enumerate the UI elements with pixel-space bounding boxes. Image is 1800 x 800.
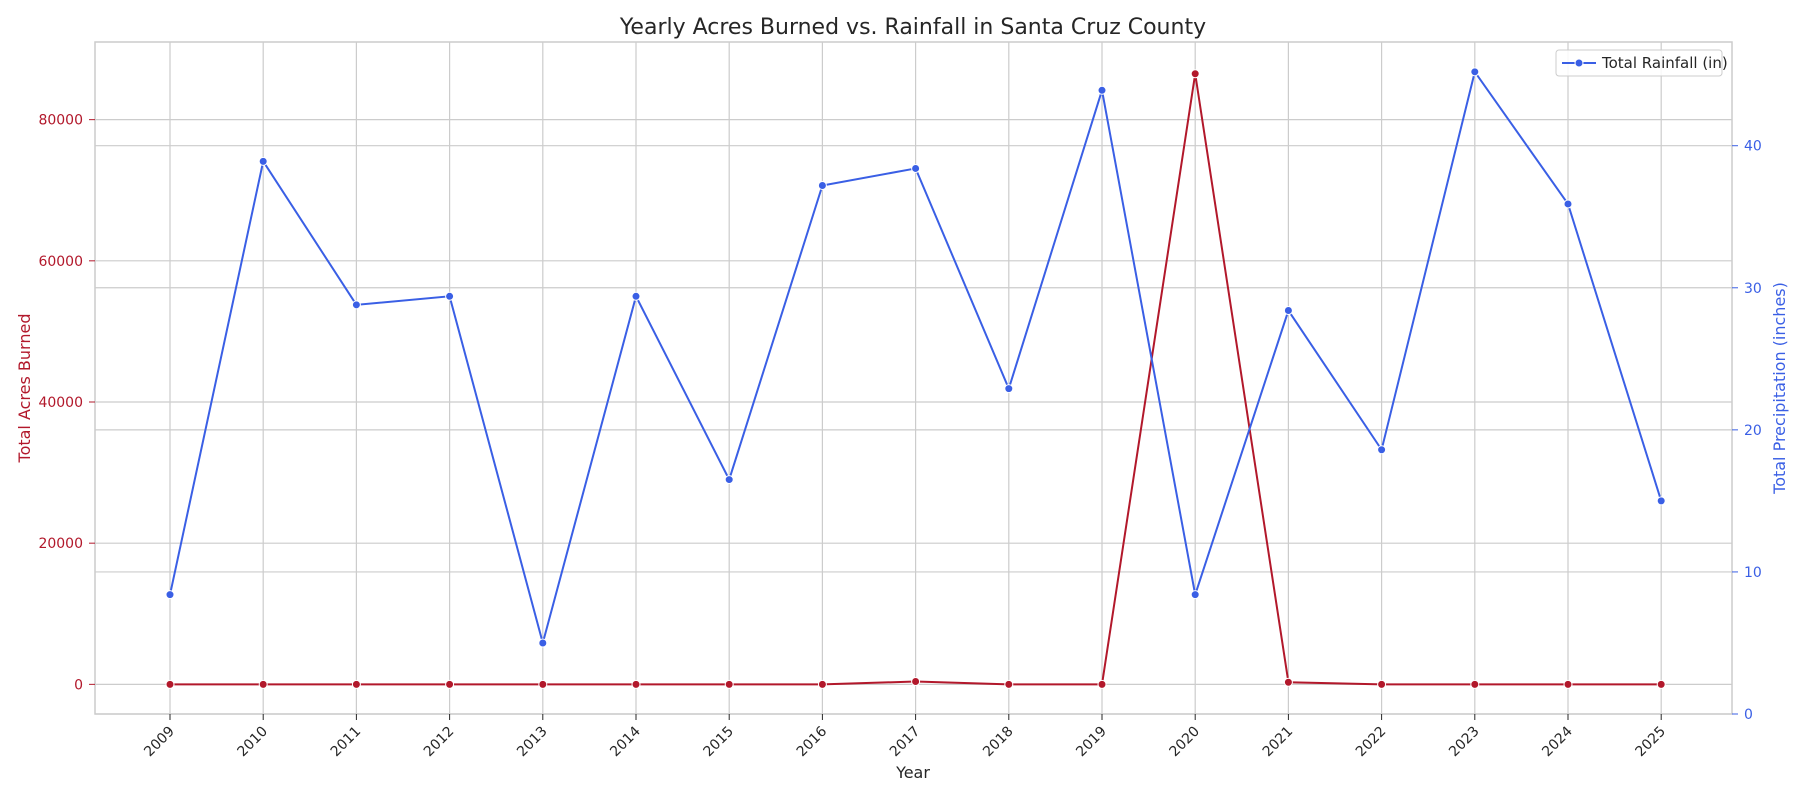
acres-burned-point [911, 677, 921, 687]
acres-burned-point [445, 679, 455, 689]
rainfall-point [631, 291, 641, 301]
left-y-tick-label: 20000 [38, 536, 83, 552]
chart-title: Yearly Acres Burned vs. Rainfall in Sant… [619, 15, 1206, 40]
x-tick-label: 2022 [1353, 724, 1390, 761]
x-tick-label: 2021 [1260, 724, 1297, 761]
x-tick-label: 2019 [1073, 724, 1110, 761]
rainfall-point [1190, 590, 1200, 600]
left-y-tick-label: 60000 [38, 254, 83, 270]
rainfall-point [351, 300, 361, 310]
acres-burned-point [538, 679, 548, 689]
acres-burned-point [1190, 69, 1200, 79]
rainfall-point [1656, 496, 1666, 506]
left-y-axis-label: Total Acres Burned [15, 314, 34, 464]
rainfall-point [911, 163, 921, 173]
x-tick-label: 2025 [1633, 724, 1670, 761]
acres-burned-point [351, 679, 361, 689]
right-y-tick-label: 0 [1744, 707, 1753, 723]
acres-burned-point [1563, 679, 1573, 689]
acres-burned-point [1470, 679, 1480, 689]
x-tick-label: 2016 [794, 723, 831, 760]
rainfall-point [1470, 67, 1480, 77]
acres-burned-point [1656, 679, 1666, 689]
left-y-tick-label: 0 [74, 677, 83, 693]
x-tick-label: 2011 [328, 724, 365, 761]
rainfall-point [165, 590, 175, 600]
rainfall-point [445, 291, 455, 301]
right-y-tick-label: 40 [1744, 139, 1762, 155]
right-y-tick-label: 30 [1744, 281, 1762, 297]
acres-burned-point [1004, 679, 1014, 689]
left-y-tick-label: 80000 [38, 113, 83, 129]
rainfall-point [1563, 199, 1573, 209]
rainfall-point [258, 156, 268, 166]
acres-burned-point [631, 679, 641, 689]
x-tick-label: 2020 [1167, 724, 1204, 761]
x-tick-label: 2012 [421, 724, 458, 761]
legend-label: Total Rainfall (in) [1601, 54, 1728, 72]
plot-area: 2009 2010 2011 2012 2013 2014 2015 2016 2017 2018… [38, 41, 1762, 761]
x-tick-label: 2017 [887, 724, 924, 761]
plot-frame [94, 41, 1733, 715]
legend-marker [1574, 58, 1584, 68]
rainfall-point [1004, 384, 1014, 394]
rainfall-point [817, 180, 827, 190]
x-tick-label: 2023 [1446, 724, 1483, 761]
legend-box [1555, 49, 1723, 77]
x-tick-label: 2018 [980, 724, 1017, 761]
acres-burned-point [1097, 679, 1107, 689]
x-tick-label: 2014 [607, 723, 644, 760]
rainfall-point [724, 475, 734, 485]
left-y-tick-label: 40000 [38, 395, 83, 411]
rainfall-point [1283, 306, 1293, 316]
acres-burned-point [258, 679, 268, 689]
x-axis-label: Year [895, 763, 930, 782]
right-y-tick-label: 20 [1744, 423, 1762, 439]
x-tick-label: 2015 [701, 724, 738, 761]
rainfall-point [1377, 445, 1387, 455]
x-tick-label: 2009 [141, 724, 178, 761]
acres-burned-point [165, 679, 175, 689]
rainfall-point [538, 638, 548, 648]
acres-burned-point [724, 679, 734, 689]
acres-burned-point [817, 679, 827, 689]
acres-burned-point [1377, 679, 1387, 689]
right-y-tick-label: 10 [1744, 565, 1762, 581]
x-tick-label: 2010 [235, 724, 272, 761]
x-tick-label: 2024 [1539, 723, 1576, 760]
acres-burned-point [1283, 677, 1293, 687]
rainfall-point [1097, 85, 1107, 95]
right-y-axis-label: Total Precipitation (inches) [1770, 282, 1789, 495]
x-tick-label: 2013 [514, 724, 551, 761]
